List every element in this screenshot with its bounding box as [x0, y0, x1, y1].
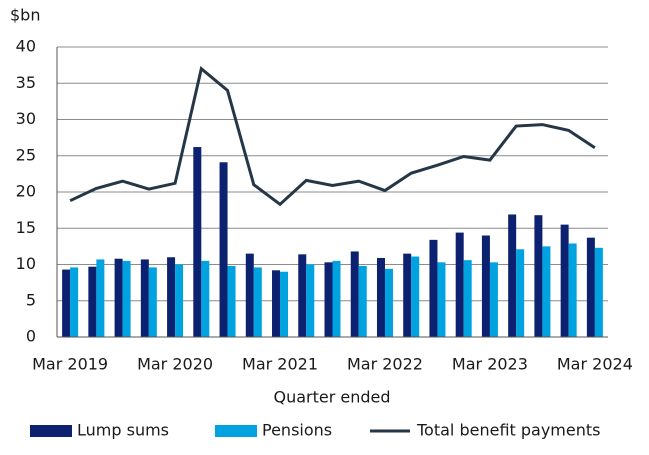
bar — [560, 224, 569, 337]
x-tick-label: Mar 2023 — [452, 355, 528, 374]
bar — [403, 253, 412, 337]
y-unit: $bn — [10, 6, 40, 25]
bar — [70, 267, 79, 337]
bar — [508, 214, 517, 337]
bar — [201, 260, 210, 337]
bar — [489, 262, 498, 337]
bar — [429, 239, 438, 337]
bar — [384, 268, 393, 337]
bar — [437, 262, 446, 337]
line — [69, 66, 596, 207]
bar — [463, 260, 472, 337]
bar — [253, 267, 262, 337]
bar — [350, 251, 359, 337]
y-tick-label: 25 — [16, 145, 36, 164]
bar — [568, 243, 577, 337]
bar — [245, 253, 254, 337]
bar — [332, 260, 341, 337]
bar — [193, 147, 202, 337]
bar — [481, 235, 490, 337]
x-axis-title: Quarter ended — [273, 388, 390, 407]
bar — [175, 264, 184, 337]
bar — [534, 215, 543, 337]
bar — [88, 266, 97, 337]
bar — [280, 271, 289, 337]
legend-label: Lump sums — [77, 421, 169, 440]
bar — [358, 265, 367, 337]
bar — [306, 264, 315, 337]
bar — [376, 257, 385, 337]
legend-swatch — [30, 425, 72, 437]
y-tick-label: 30 — [16, 109, 36, 128]
bar — [298, 254, 307, 337]
y-tick-label: 10 — [16, 254, 36, 273]
bar — [114, 258, 123, 337]
bar — [140, 259, 149, 337]
bar — [272, 270, 281, 337]
x-tick-label: Mar 2024 — [557, 355, 633, 374]
bar — [411, 256, 420, 337]
bar — [542, 246, 551, 337]
bar — [122, 260, 131, 337]
bar — [227, 265, 236, 337]
y-tick-label: 40 — [16, 37, 36, 56]
y-tick-label: 20 — [16, 182, 36, 201]
bar — [148, 267, 157, 337]
y-tick-label: 15 — [16, 218, 36, 237]
bar — [594, 247, 603, 337]
y-tick-label: 35 — [16, 73, 36, 92]
legend-swatch — [215, 425, 257, 437]
bar — [62, 269, 71, 337]
legend-label: Pensions — [262, 421, 332, 440]
bar — [219, 162, 228, 337]
bar — [96, 259, 105, 337]
y-tick-label: 5 — [26, 290, 36, 309]
bar — [324, 262, 333, 337]
x-tick-label: Mar 2021 — [242, 355, 318, 374]
x-tick-label: Mar 2020 — [137, 355, 213, 374]
y-tick-label: 0 — [26, 327, 36, 346]
bar — [586, 237, 595, 337]
bar — [167, 257, 176, 337]
bar — [516, 249, 525, 337]
x-tick-label: Mar 2022 — [347, 355, 423, 374]
bar — [455, 232, 464, 337]
x-tick-label: Mar 2019 — [32, 355, 108, 374]
legend-label: Total benefit payments — [416, 421, 600, 440]
